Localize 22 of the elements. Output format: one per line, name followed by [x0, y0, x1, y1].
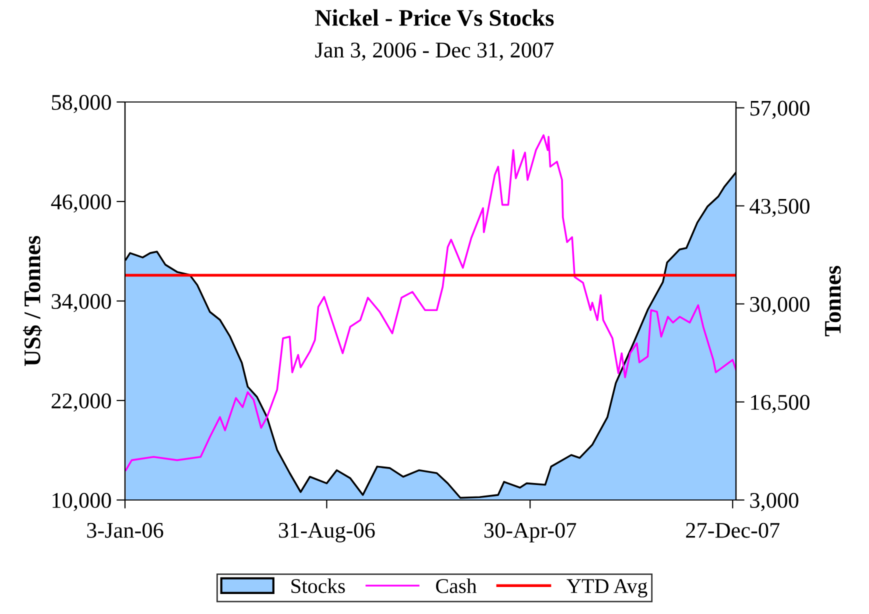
x-tick-label: 3-Jan-06 — [87, 522, 164, 538]
legend-label: Stocks — [291, 578, 345, 594]
y-tick-label: 22,000 — [52, 393, 111, 412]
x-tick-label: 27-Dec-07 — [686, 522, 780, 538]
y2-tick-label: 30,000 — [750, 296, 810, 316]
chart-subtitle: Jan 3, 2006 - Dec 31, 2007 — [315, 42, 554, 61]
y-tick-label: 58,000 — [52, 94, 111, 114]
y-tick-label: 46,000 — [51, 194, 111, 213]
y2-tick-label: 43,500 — [750, 198, 810, 217]
y2-tick-label: 16,500 — [751, 394, 810, 414]
y2-axis-title: Tonnes — [825, 266, 841, 336]
line-series — [125, 134, 736, 472]
y-tick-label: 34,000 — [52, 294, 111, 312]
y2-tick-label: 57,000 — [750, 100, 810, 119]
y2-tick-label: 3,000 — [750, 492, 798, 512]
legend-label: YTD Avg — [566, 579, 648, 598]
x-tick-label: 30-Apr-07 — [484, 522, 576, 542]
legend-label: Cash — [436, 578, 477, 594]
chart-title: Nickel - Price Vs Stocks — [315, 9, 554, 26]
x-tick-label: 31-Aug-06 — [279, 522, 375, 542]
y-axis-title: US$ / Tonnes — [23, 236, 42, 366]
y-tick-label: 10,000 — [52, 492, 111, 512]
